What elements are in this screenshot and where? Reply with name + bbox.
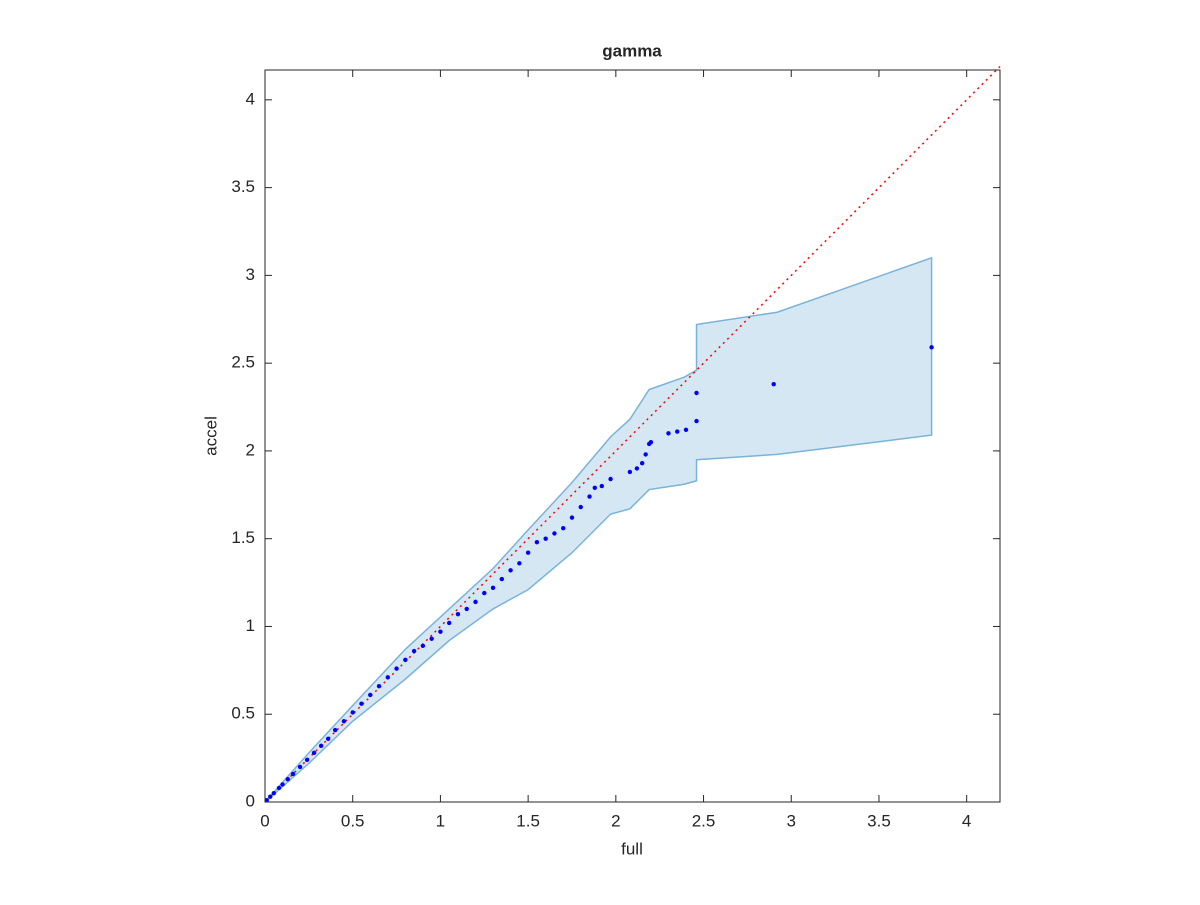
x-tick-label: 0.5 — [341, 811, 365, 830]
y-tick-label: 1 — [246, 616, 255, 635]
data-point — [271, 791, 276, 796]
data-point — [318, 743, 324, 749]
data-point — [285, 776, 291, 782]
y-axis-label: accel — [201, 416, 220, 456]
data-point — [578, 504, 583, 510]
data-point — [464, 606, 469, 612]
data-point — [429, 636, 434, 641]
data-point — [599, 483, 605, 489]
data-point — [311, 750, 317, 756]
x-tick-label: 0 — [260, 811, 269, 830]
data-point — [297, 764, 303, 770]
data-point — [350, 710, 355, 715]
data-point — [634, 466, 640, 471]
y-tick-label: 0 — [246, 791, 255, 810]
data-point — [592, 485, 597, 490]
data-point — [455, 611, 461, 617]
y-tick-label: 2 — [246, 440, 255, 459]
data-point — [420, 643, 426, 648]
data-point — [499, 576, 505, 582]
data-point — [534, 540, 540, 545]
data-point — [276, 785, 282, 791]
y-tick-label: 0.5 — [231, 704, 255, 723]
data-point — [368, 692, 373, 698]
x-tick-label: 1.5 — [516, 811, 540, 830]
data-point — [683, 427, 689, 433]
x-tick-label: 2.5 — [692, 811, 716, 830]
data-point — [675, 429, 680, 434]
y-tick-label: 2.5 — [231, 353, 255, 372]
data-point — [264, 798, 269, 803]
chart-title: gamma — [602, 41, 662, 60]
y-tick-label: 1.5 — [231, 528, 255, 547]
data-point — [639, 461, 645, 466]
x-tick-label: 3.5 — [867, 811, 891, 830]
data-point — [290, 771, 296, 777]
data-point — [280, 782, 285, 787]
y-tick-label: 3 — [246, 265, 255, 284]
data-point — [490, 585, 496, 591]
y-tick-label: 4 — [246, 89, 255, 108]
data-point — [525, 550, 531, 555]
y-tick-label: 3.5 — [231, 177, 255, 196]
data-point — [332, 727, 338, 733]
data-point — [608, 476, 613, 482]
data-point — [929, 345, 934, 350]
data-point — [411, 648, 417, 654]
data-point — [394, 666, 399, 671]
data-point — [648, 439, 654, 445]
data-point — [543, 536, 548, 541]
data-point — [403, 657, 408, 663]
axes-box — [264, 69, 1001, 803]
data-point — [694, 390, 699, 396]
data-point — [341, 719, 347, 724]
data-point — [517, 561, 522, 566]
x-tick-label: 2 — [611, 811, 620, 830]
data-point — [771, 382, 776, 387]
data-point — [666, 431, 671, 436]
data-point — [325, 736, 331, 742]
data-point — [561, 525, 566, 531]
data-point — [304, 757, 310, 763]
x-axis-label: full — [621, 839, 643, 858]
data-point — [385, 675, 390, 680]
data-point — [376, 683, 382, 689]
data-point — [694, 418, 699, 424]
data-point — [587, 494, 592, 499]
x-tick-label: 4 — [962, 811, 971, 830]
data-point — [508, 568, 513, 573]
data-point — [569, 515, 575, 520]
data-point — [643, 452, 648, 457]
data-point — [359, 701, 364, 706]
data-point — [482, 590, 487, 596]
data-point — [627, 469, 633, 475]
x-tick-label: 3 — [787, 811, 796, 830]
data-point — [268, 794, 273, 799]
x-tick-label: 1 — [436, 811, 445, 830]
data-point — [438, 629, 443, 634]
data-point — [446, 620, 452, 626]
data-point — [473, 599, 478, 605]
data-point — [552, 531, 557, 536]
